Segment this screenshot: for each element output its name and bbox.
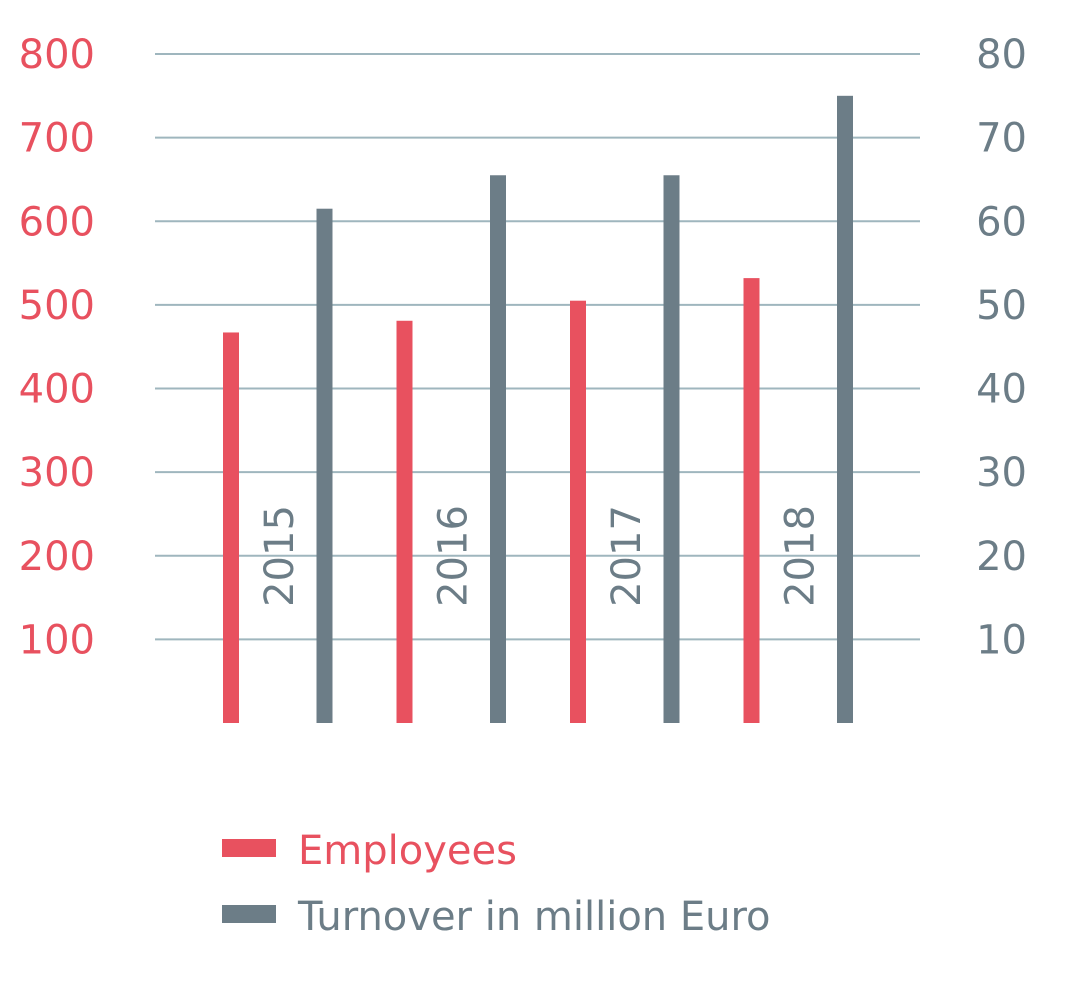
legend-label-employees: Employees [298,828,517,874]
bar-turnover-2018 [837,95,853,723]
left-axis: 100 200 300 400 500 600 700 800 [19,32,95,663]
left-tick-label: 200 [19,534,95,580]
left-tick-label: 800 [19,32,95,78]
left-tick-label: 400 [19,367,95,413]
left-tick-label: 100 [19,617,95,663]
right-tick-label: 60 [976,199,1027,245]
bar-employees-2015 [223,332,239,723]
right-tick-label: 10 [976,617,1027,663]
bar-employees-2017 [570,300,586,723]
year-label-2015: 2015 [257,505,303,607]
bar-turnover-2016 [490,175,506,724]
bar-turnover-2017 [663,175,680,724]
legend-swatch-employees [222,839,276,857]
year-label-2016: 2016 [431,505,477,607]
year-label-2017: 2017 [604,505,650,607]
legend: Employees Turnover in million Euro [222,828,771,940]
right-tick-label: 30 [976,450,1027,496]
bar-employees-2016 [396,320,413,723]
left-tick-label: 300 [19,450,95,496]
left-tick-label: 600 [19,199,95,245]
bar-employees-2018 [743,278,760,723]
right-tick-label: 70 [976,116,1027,162]
year-label-2018: 2018 [778,505,824,607]
legend-label-turnover: Turnover in million Euro [297,894,771,940]
bars [223,95,853,724]
grid-lines [155,53,920,641]
right-tick-label: 50 [976,283,1027,329]
right-tick-label: 80 [976,32,1027,78]
legend-swatch-turnover [222,905,276,923]
right-tick-label: 20 [976,534,1027,580]
left-tick-label: 500 [19,283,95,329]
left-tick-label: 700 [19,116,95,162]
bar-turnover-2015 [316,208,333,724]
year-labels: 2015 2016 2017 2018 [257,505,824,607]
right-tick-label: 40 [976,367,1027,413]
right-axis: 10 20 30 40 50 60 70 80 [976,32,1027,663]
